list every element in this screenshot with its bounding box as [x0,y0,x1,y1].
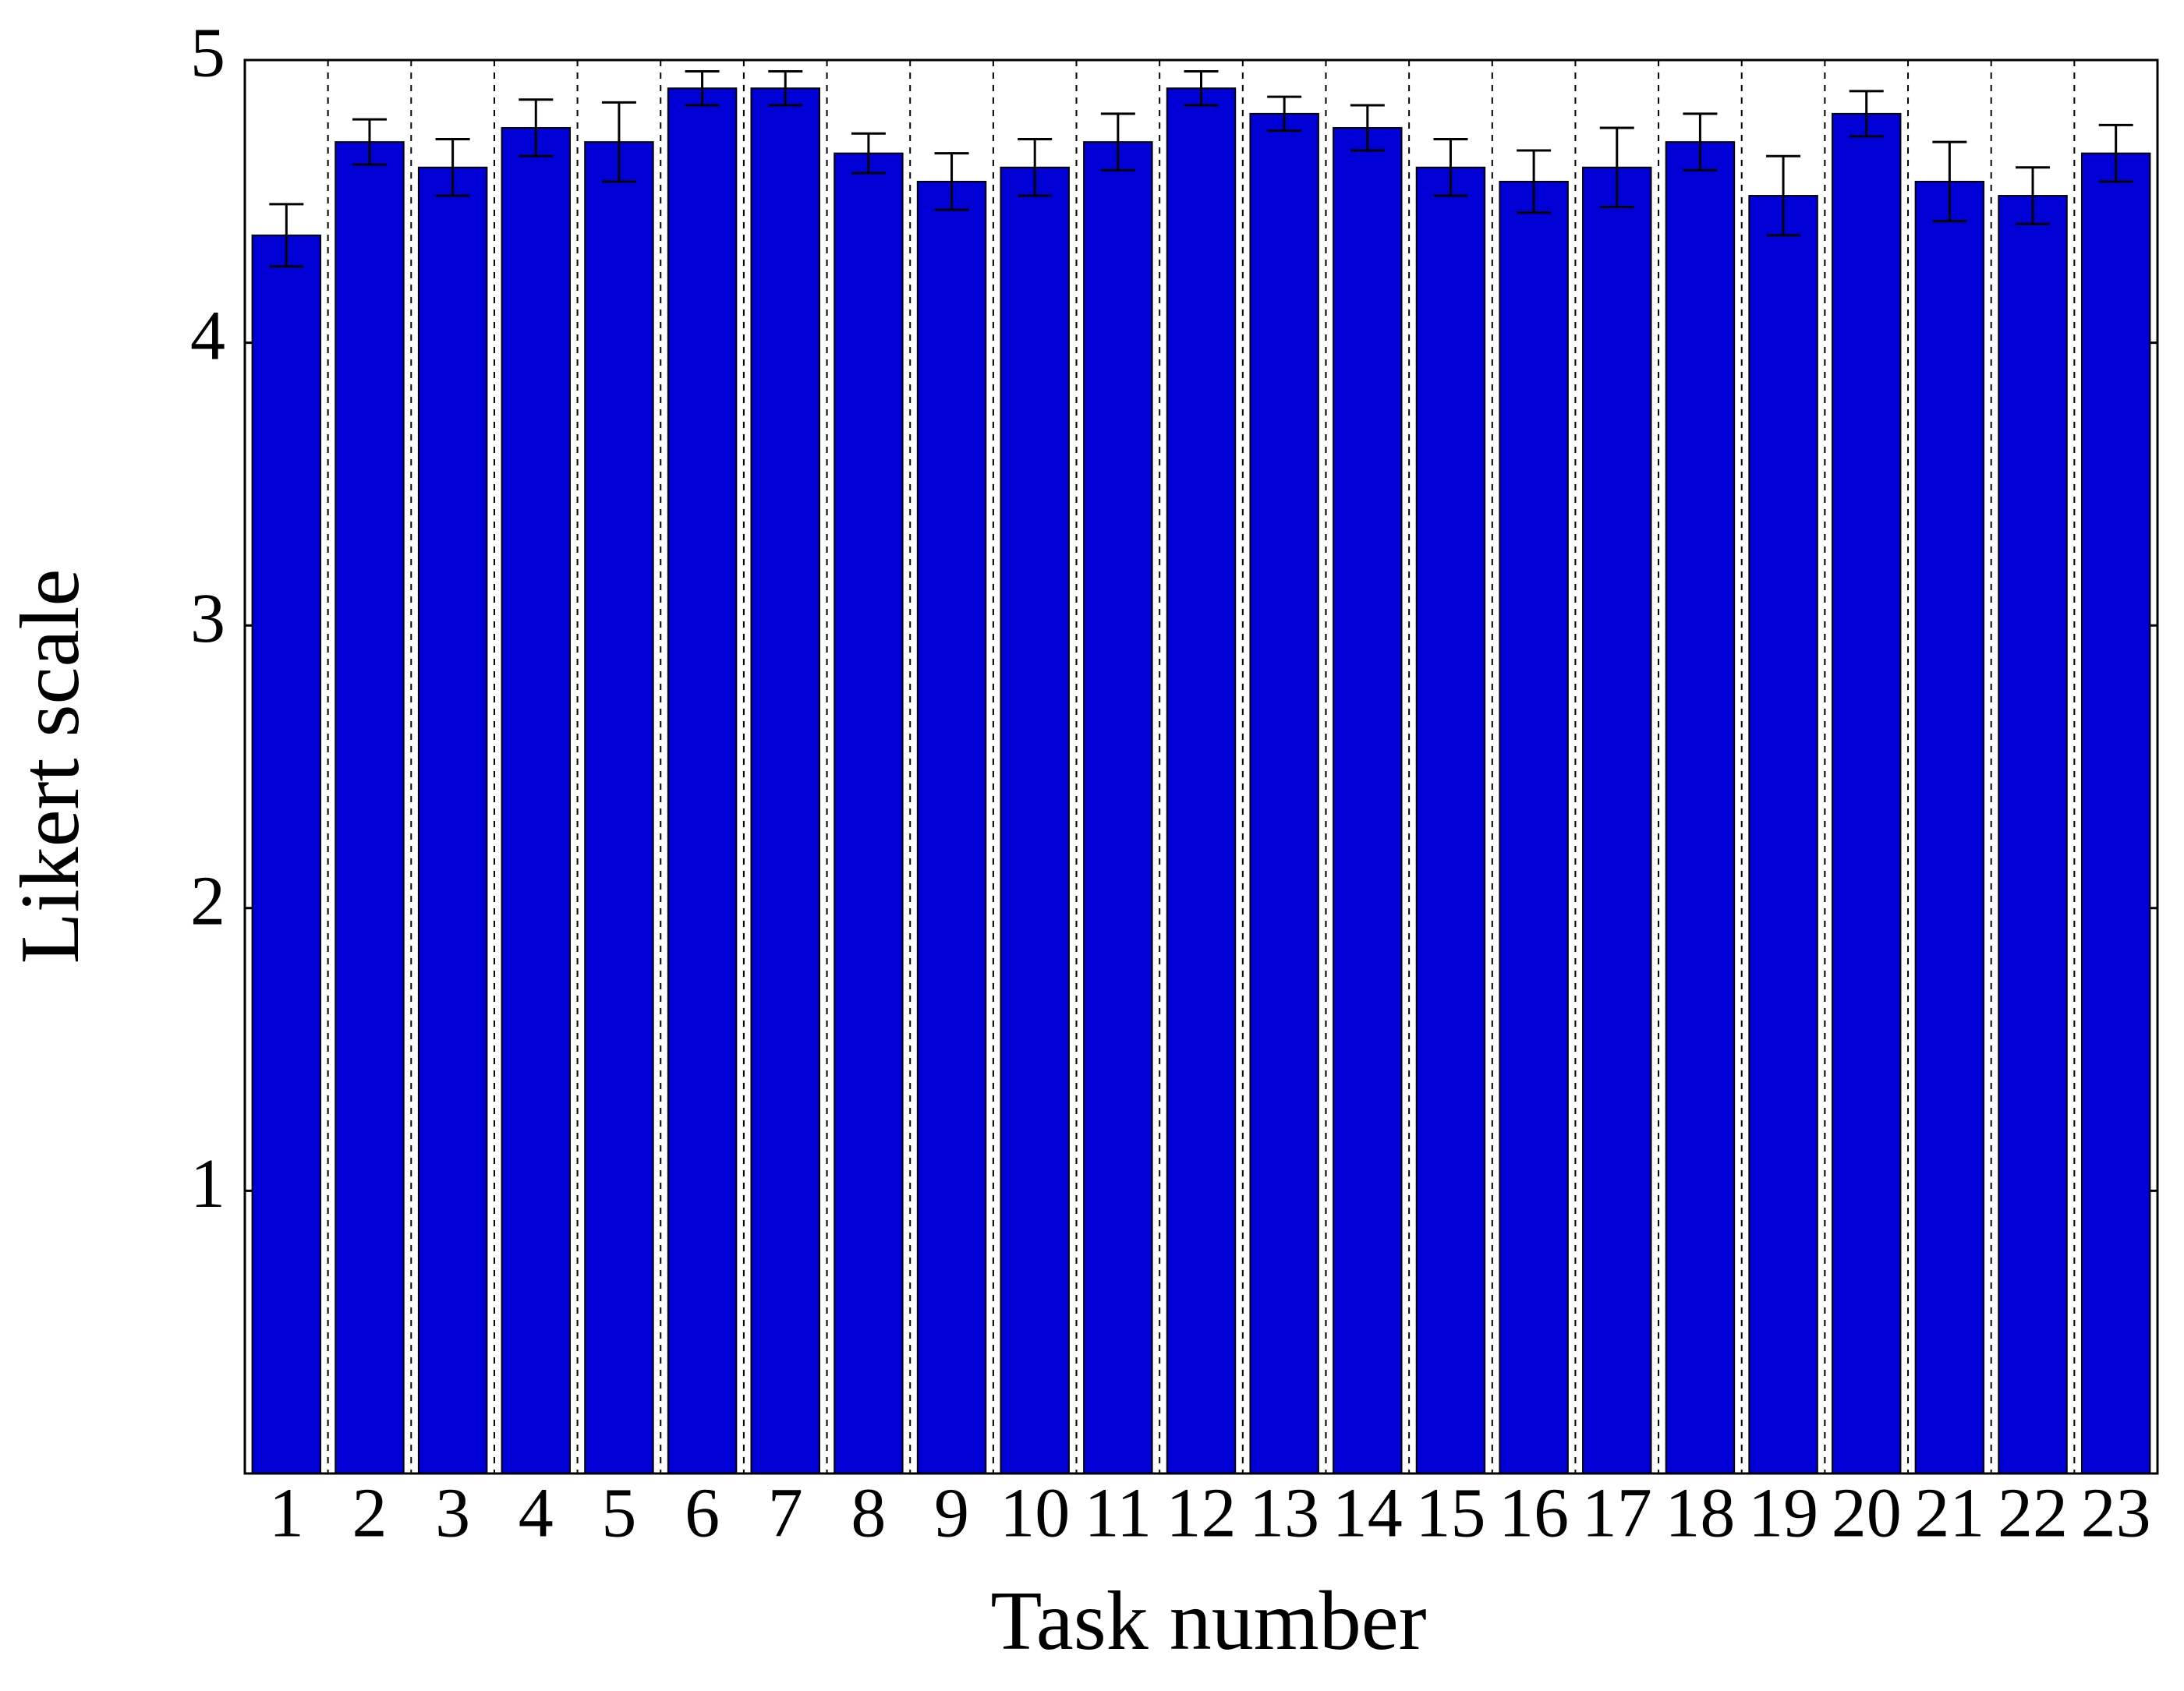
bar [1998,195,2068,1475]
x-tick-label: 22 [1998,1475,2068,1552]
bar [2080,152,2151,1475]
x-tick-label: 16 [1499,1475,1569,1552]
x-tick-label: 21 [1914,1475,1984,1552]
bar [834,152,904,1475]
x-tick-label: 9 [934,1475,969,1552]
x-tick-label: 1 [269,1475,304,1552]
y-tick-label: 4 [190,297,225,374]
x-tick-label: 10 [1000,1475,1070,1552]
x-tick-label: 2 [352,1475,387,1552]
bar [916,180,987,1475]
x-tick-label: 23 [2081,1475,2151,1552]
bar [750,87,820,1474]
y-tick-label: 3 [190,580,225,657]
bar [1415,166,1486,1475]
bar [667,87,738,1474]
x-tick-label: 15 [1415,1475,1485,1552]
x-tick-label: 14 [1333,1475,1403,1552]
x-axis-title: Task number [990,1575,1426,1668]
bar [1083,141,1153,1474]
bar [1582,166,1652,1475]
bar [1914,180,1985,1475]
bar [1166,87,1237,1474]
bar [335,141,405,1474]
bar [1748,195,1818,1475]
bar [1665,141,1736,1474]
bar [1499,180,1569,1475]
bar [1249,112,1319,1474]
y-tick-label: 5 [190,15,225,92]
bar [417,166,488,1475]
bar [251,234,322,1474]
y-axis-title: Likert scale [4,569,97,964]
x-tick-label: 19 [1748,1475,1818,1552]
bar [1333,127,1403,1474]
x-tick-label: 11 [1085,1475,1152,1552]
bar [1000,166,1070,1475]
x-tick-label: 13 [1249,1475,1319,1552]
x-tick-label: 17 [1582,1475,1652,1552]
x-tick-label: 8 [851,1475,886,1552]
plot-frame [243,58,2159,1475]
bar [1831,112,1902,1474]
x-tick-label: 4 [519,1475,554,1552]
x-tick-label: 12 [1166,1475,1237,1552]
x-tick-label: 3 [435,1475,470,1552]
x-tick-label: 5 [601,1475,636,1552]
x-tick-label: 7 [768,1475,803,1552]
y-tick-label: 2 [190,862,225,939]
x-tick-label: 20 [1832,1475,1902,1552]
x-tick-label: 18 [1665,1475,1735,1552]
y-tick-label: 1 [190,1145,225,1222]
bar [584,141,654,1474]
bar [501,127,572,1474]
x-tick-label: 6 [685,1475,720,1552]
